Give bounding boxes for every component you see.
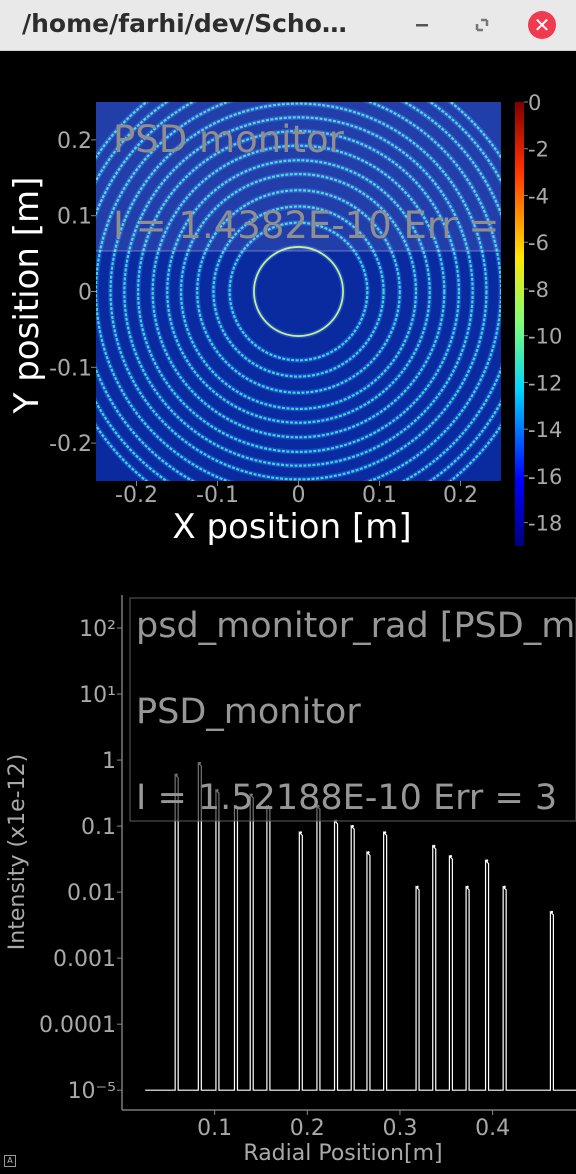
close-icon: ✕ (534, 13, 551, 37)
radial-peak-point (416, 886, 418, 888)
heatmap-x-tick-label: 0 (292, 483, 306, 508)
radial-peak-point (367, 851, 369, 853)
maximize-icon (468, 11, 496, 39)
maximize-button[interactable] (468, 11, 496, 39)
radial-peak-point (503, 886, 505, 888)
radial-y-tick-label: 10² (79, 617, 116, 642)
radial-title-line: psd_monitor_rad [PSD_m (136, 606, 575, 646)
radial-peak-point (352, 825, 354, 827)
plot-canvas: PSD monitor I = 1.4382E-10 Err = -0.2 -0.1 0… (0, 51, 576, 1170)
heatmap-title-line: I = 1.4382E-10 Err = (113, 204, 499, 247)
radial-y-tick-label: 10¹ (79, 683, 116, 708)
colorbar-tick-label: -16 (528, 465, 562, 489)
colorbar-tick-label: -2 (528, 138, 549, 162)
colorbar-tick-label: -14 (528, 418, 562, 442)
radial-x-tick-label: 0.2 (290, 1116, 325, 1141)
radial-y-tick-label: 0.0001 (39, 1013, 116, 1038)
heatmap-title-line: PSD monitor (113, 118, 345, 161)
colorbar-tick-label: -8 (528, 278, 549, 302)
minimize-button[interactable] (408, 11, 436, 39)
radial-y-axis-label: Intensity (x1e-12) (5, 754, 30, 950)
radial-peak-point (450, 855, 452, 857)
radial-title-line: I = 1.52188E-10 Err = 3 (136, 778, 557, 818)
close-button[interactable]: ✕ (528, 11, 556, 39)
radial-title-line: PSD_monitor (136, 692, 361, 732)
radial-y-tick-label: 0.01 (67, 881, 116, 906)
radial-peak-point (300, 831, 302, 833)
radial-y-tick-label: 10⁻⁵ (68, 1079, 116, 1104)
title-bar: /home/farhi/dev/Scho… ✕ (0, 0, 576, 51)
figure: PSD monitor I = 1.4382E-10 Err = -0.2 -0.1 0… (0, 51, 576, 1170)
colorbar (515, 102, 524, 546)
resize-grip-icon[interactable]: A (4, 1155, 16, 1167)
heatmap-x-axis-label: X position [m] (172, 507, 411, 547)
window-title: /home/farhi/dev/Scho… (22, 9, 347, 38)
colorbar-tick-label: -6 (528, 231, 549, 255)
radial-x-tick-label: 0.1 (197, 1116, 232, 1141)
radial-peak-point (466, 886, 468, 888)
radial-y-tick-label: 0.1 (81, 815, 116, 840)
colorbar-tick-label: -4 (528, 184, 549, 208)
colorbar-tick-label: -18 (528, 512, 562, 536)
minimize-icon (408, 11, 436, 39)
heatmap-y-axis-label: Y position [m] (7, 177, 47, 415)
colorbar-tick-label: -10 (528, 325, 562, 349)
colorbar-tick-label: -12 (528, 371, 562, 395)
heatmap-y-tick-label: 0.1 (57, 205, 92, 230)
radial-x-tick-label: 0.4 (475, 1116, 510, 1141)
radial-peak-point (433, 845, 435, 847)
heatmap-x-tick-label: -0.1 (196, 483, 239, 508)
heatmap-x-tick-label: 0.1 (362, 483, 397, 508)
heatmap-x-tick-label: 0.2 (443, 483, 478, 508)
radial-peak-point (384, 831, 386, 833)
radial-y-tick-label: 1 (102, 749, 116, 774)
radial-peak-point (551, 911, 553, 913)
radial-peak-point (486, 859, 488, 861)
radial-y-tick-label: 0.001 (53, 947, 116, 972)
heatmap-y-tick-label: 0.2 (57, 129, 92, 154)
heatmap-y-tick-label: 0 (78, 281, 92, 306)
radial-x-tick-label: 0.3 (382, 1116, 417, 1141)
heatmap-y-tick-label: -0.1 (49, 356, 92, 381)
colorbar-tick-label: 0 (528, 91, 541, 115)
radial-x-axis-label: Radial Position[m] (243, 1141, 442, 1166)
heatmap-y-tick-label: -0.2 (49, 432, 92, 457)
heatmap-x-tick-label: -0.2 (115, 483, 158, 508)
